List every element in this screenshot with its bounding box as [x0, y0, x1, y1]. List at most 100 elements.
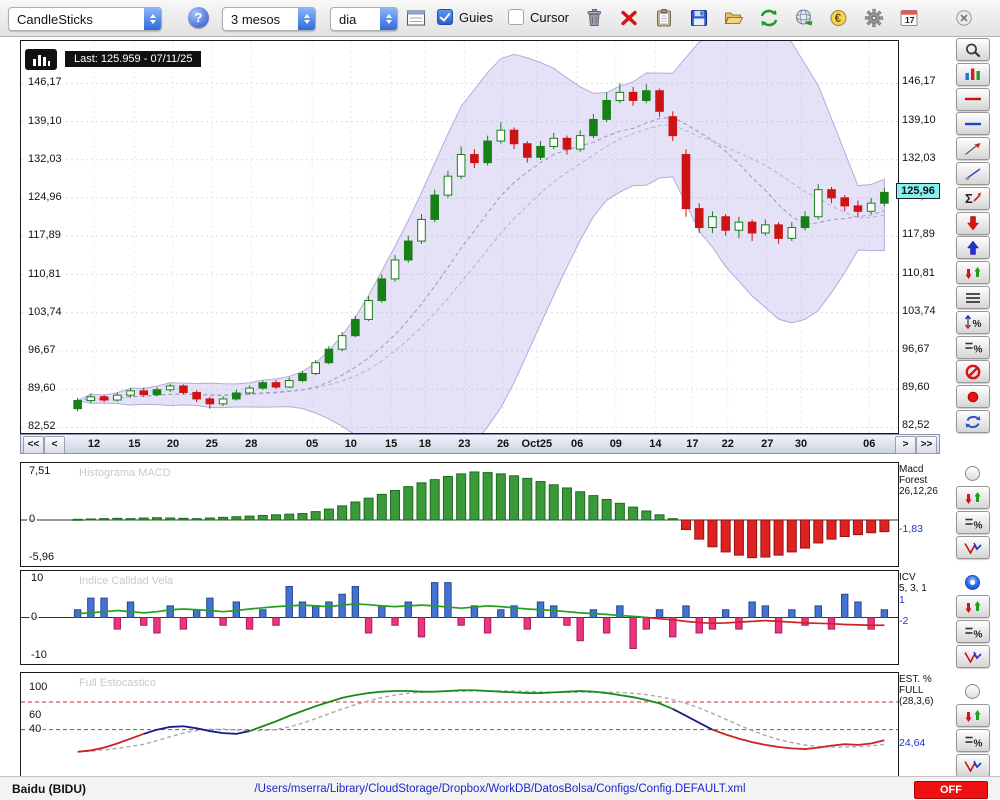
- price-axis-label: 139,10: [26, 114, 64, 127]
- price-axis-label: 82,52: [26, 420, 58, 433]
- macd-panel[interactable]: Histograma MACD 7,51 0 -5,96: [20, 462, 899, 567]
- globe-download-button[interactable]: [792, 6, 816, 29]
- period-select[interactable]: 3 mesos: [222, 7, 316, 31]
- red-down-arrow-button[interactable]: [956, 211, 990, 235]
- price-axis-label: 82,52: [900, 419, 932, 432]
- config-path[interactable]: /Users/mserra/Library/CloudStorage/Dropb…: [254, 783, 746, 795]
- save-button[interactable]: [687, 6, 711, 29]
- calendar-icon: 17: [900, 9, 918, 26]
- icv-value-1: 1: [899, 594, 905, 606]
- delete-x-button[interactable]: [617, 6, 641, 29]
- stoch-ann-line: EST. %: [899, 674, 932, 685]
- cursor-label: Cursor: [530, 9, 570, 25]
- chart-type-value: CandleSticks: [17, 11, 93, 27]
- globe-download-icon: [796, 9, 813, 25]
- wave-button[interactable]: [956, 754, 990, 777]
- x-axis-scrollbar[interactable]: << < > >> 12 15 20 25 28 05 10 15 18 23 26 Oct25 06 0…: [20, 434, 940, 454]
- off-toggle-button[interactable]: OFF: [914, 781, 988, 799]
- x-axis-tick: 15: [128, 438, 141, 450]
- lines-percent-button[interactable]: %: [956, 620, 990, 643]
- record-icon: [967, 391, 979, 402]
- wave-icon: [964, 760, 982, 773]
- icv-panel[interactable]: Indice Calidad Vela 10 0 -10: [20, 570, 899, 665]
- macd-select-radio[interactable]: [965, 466, 980, 481]
- record-button[interactable]: [956, 385, 990, 409]
- chart-style-button[interactable]: [956, 62, 990, 86]
- svg-text:%: %: [974, 520, 983, 531]
- chart-type-select[interactable]: CandleSticks: [8, 7, 162, 31]
- refresh-button[interactable]: [956, 410, 990, 433]
- timeframe-value: dia: [339, 11, 357, 27]
- price-axis-label: 96,67: [900, 342, 932, 355]
- gear-button[interactable]: [862, 6, 886, 29]
- wave-button[interactable]: [956, 645, 990, 668]
- wave-icon: [964, 651, 982, 664]
- trend-pencil-button[interactable]: [956, 162, 990, 185]
- x-axis-tick: 09: [609, 438, 622, 450]
- blue-up-arrow-button[interactable]: [956, 236, 990, 260]
- no-entry-button[interactable]: [956, 360, 990, 384]
- calendar-button[interactable]: 17: [897, 6, 921, 29]
- x-axis-tick: 12: [87, 438, 101, 450]
- macd-ann-line: 26,12,26: [899, 486, 938, 497]
- icv-ann-line: ICV: [899, 572, 916, 583]
- timeframe-select[interactable]: dia: [330, 7, 398, 31]
- x-axis-tick: 17: [686, 438, 699, 450]
- lines-percent-button[interactable]: %: [956, 511, 990, 534]
- x-axis-tick: 28: [245, 438, 258, 450]
- svg-text:%: %: [974, 629, 983, 640]
- last-price-tag: 125,96: [896, 182, 940, 199]
- x-axis-tick: 06: [863, 438, 876, 450]
- macd-annotation: Macd Forest 26,12,26: [899, 464, 947, 497]
- macd-axis-label: 0: [27, 512, 38, 525]
- cursor-checkbox[interactable]: Cursor: [508, 9, 569, 25]
- lines-percent-button[interactable]: %: [956, 729, 990, 752]
- scroll-right-button[interactable]: >: [895, 436, 916, 454]
- guides-checkbox[interactable]: Guies: [437, 9, 493, 25]
- chart-corner-icon[interactable]: [25, 49, 57, 70]
- red-green-arrows-button[interactable]: [956, 704, 990, 727]
- open-folder-icon: [724, 12, 744, 24]
- sync-button[interactable]: [757, 6, 781, 29]
- open-folder-button[interactable]: [722, 6, 746, 29]
- window-close-button[interactable]: [953, 6, 977, 29]
- cursor-checkbox-box[interactable]: [508, 9, 524, 25]
- price-axis-label: 139,10: [900, 113, 938, 126]
- euro-button[interactable]: €: [827, 6, 851, 29]
- x-axis-tick: 27: [761, 438, 774, 450]
- no-entry-icon: [965, 364, 981, 380]
- scroll-left-button[interactable]: <: [44, 436, 65, 454]
- stoch-select-radio[interactable]: [965, 684, 980, 699]
- price-axis-label: 110,81: [26, 267, 63, 280]
- red-hline-button[interactable]: [956, 87, 990, 111]
- sigma-button[interactable]: Σ: [956, 186, 990, 210]
- guides-checkbox-box[interactable]: [437, 9, 453, 25]
- trash-button[interactable]: [582, 6, 606, 29]
- icv-axis-label: 10: [29, 571, 46, 584]
- red-green-arrows-button[interactable]: [956, 595, 990, 618]
- red-green-arrows-button[interactable]: [956, 261, 990, 285]
- stochastic-panel[interactable]: Full Estocastico 100 60 40: [20, 672, 899, 777]
- svg-text:Σ: Σ: [965, 191, 973, 206]
- chevron-updown-icon: [380, 8, 397, 30]
- lines-percent-button[interactable]: %: [956, 335, 990, 359]
- red-green-arrows-button[interactable]: [956, 486, 990, 509]
- wave-button[interactable]: [956, 536, 990, 559]
- zoom-button[interactable]: [956, 38, 990, 61]
- macd-svg: [21, 471, 898, 559]
- clipboard-button[interactable]: [652, 6, 676, 29]
- price-axis-label: 117,89: [900, 228, 937, 241]
- x-axis-tick: 20: [166, 438, 180, 450]
- icv-select-radio[interactable]: [965, 575, 980, 590]
- trend-arrow-button[interactable]: [956, 137, 990, 161]
- scroll-fast-left-button[interactable]: <<: [23, 436, 44, 454]
- scroll-fast-right-button[interactable]: >>: [916, 436, 937, 454]
- arrows-percent-button[interactable]: %: [956, 310, 990, 334]
- data-window-button[interactable]: [404, 6, 428, 29]
- help-button[interactable]: ?: [188, 7, 209, 28]
- guides-label: Guies: [459, 9, 493, 25]
- blue-hline-button[interactable]: [956, 112, 990, 136]
- hlines-button[interactable]: [956, 286, 990, 309]
- price-chart-panel[interactable]: 146,17 139,10 132,03 124,96 117,89 110,81 103,…: [20, 40, 899, 434]
- status-bar: Baidu (BIDU) /Users/mserra/Library/Cloud…: [0, 776, 1000, 800]
